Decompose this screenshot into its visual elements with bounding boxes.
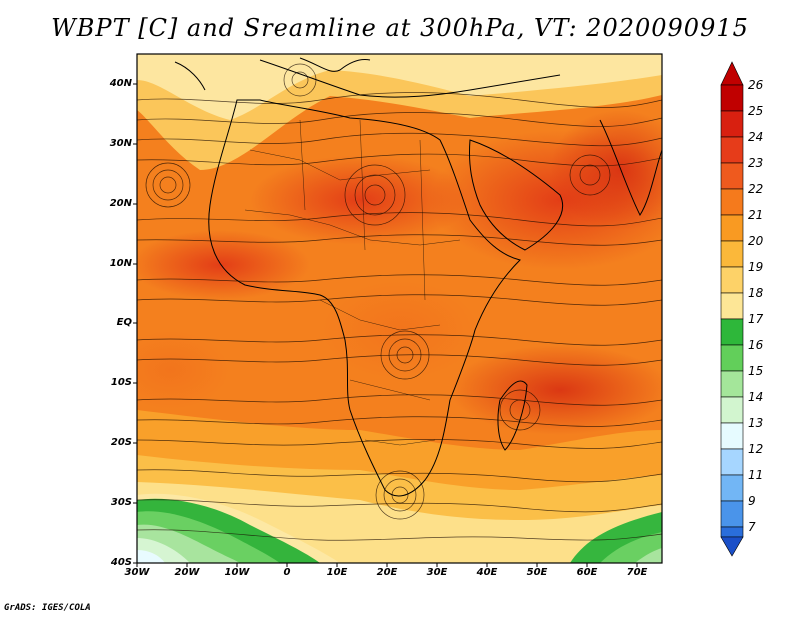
colorbar-label-24: 24 xyxy=(748,130,764,144)
colorbar-label-18: 18 xyxy=(748,286,764,300)
coastlines xyxy=(174,57,662,497)
country-borders xyxy=(244,119,461,446)
colorbar-label-13: 13 xyxy=(748,416,764,430)
colorbar-box-5 xyxy=(720,214,744,242)
colorbar-box-11 xyxy=(720,370,744,398)
colorbar-label-7: 7 xyxy=(748,520,756,534)
colorbar-label-20: 20 xyxy=(748,234,764,248)
colorbar xyxy=(720,61,744,557)
lat-label-20n: 20N xyxy=(109,198,132,209)
colorbar-label-21: 21 xyxy=(748,208,764,222)
colorbar-label-9: 9 xyxy=(748,494,756,508)
lat-label-40n: 40N xyxy=(109,78,132,89)
colorbar-label-22: 22 xyxy=(748,182,764,196)
colorbar-label-15: 15 xyxy=(748,364,764,378)
colorbar-box-14 xyxy=(720,448,744,476)
colorbar-label-19: 19 xyxy=(748,260,764,274)
colorbar-label-25: 25 xyxy=(748,104,764,118)
plot-frame xyxy=(136,53,663,564)
colorbar-label-26: 26 xyxy=(748,78,764,92)
lon-label-30e: 30E xyxy=(426,567,448,578)
colorbar-box-1 xyxy=(720,110,744,138)
axis-ticks xyxy=(133,83,638,567)
streamlines xyxy=(137,63,662,541)
colorbar-label-12: 12 xyxy=(748,442,764,456)
colorbar-box-7 xyxy=(720,266,744,294)
lat-label-40s: 40S xyxy=(110,557,132,568)
colorbar-label-17: 17 xyxy=(748,312,764,326)
colorbar-box-15 xyxy=(720,474,744,502)
lon-label-50e: 50E xyxy=(526,567,548,578)
lon-label-70e: 70E xyxy=(626,567,648,578)
lat-label-eq: EQ xyxy=(116,317,132,328)
lat-label-30s: 30S xyxy=(110,497,132,508)
colorbar-label-14: 14 xyxy=(748,390,764,404)
lat-label-10n: 10N xyxy=(109,258,132,269)
colorbar-box-12 xyxy=(720,396,744,424)
grads-credit: GrADS: IGES/COLA xyxy=(4,603,91,613)
lon-label-30w: 30W xyxy=(124,567,150,578)
colorbar-label-23: 23 xyxy=(748,156,764,170)
colorbar-box-6 xyxy=(720,240,744,268)
colorbar-box-8 xyxy=(720,292,744,320)
lon-label-0: 0 xyxy=(283,567,291,578)
colorbar-box-3 xyxy=(720,162,744,190)
colorbar-box-13 xyxy=(720,422,744,450)
colorbar-box-9 xyxy=(720,318,744,346)
colorbar-label-16: 16 xyxy=(748,338,764,352)
lon-label-60e: 60E xyxy=(576,567,598,578)
lat-label-10s: 10S xyxy=(110,377,132,388)
colorbar-label-11: 11 xyxy=(748,468,764,482)
lon-label-20w: 20W xyxy=(174,567,200,578)
colorbar-box-2 xyxy=(720,136,744,164)
wbpt-field xyxy=(137,54,662,563)
lon-label-10w: 10W xyxy=(224,567,250,578)
colorbar-box-4 xyxy=(720,188,744,216)
lon-label-10e: 10E xyxy=(326,567,348,578)
chart-title: WBPT [C] and Sreamline at 300hPa, VT: 20… xyxy=(51,14,749,42)
colorbar-top-arrow xyxy=(720,61,744,86)
colorbar-box-10 xyxy=(720,344,744,372)
colorbar-box-16 xyxy=(720,500,744,528)
lon-label-20e: 20E xyxy=(376,567,398,578)
colorbar-box-0 xyxy=(720,84,744,112)
lat-label-20s: 20S xyxy=(110,437,132,448)
colorbar-bottom-arrow xyxy=(720,536,744,557)
lon-label-40e: 40E xyxy=(476,567,498,578)
colorbar-box-17 xyxy=(720,526,744,538)
lat-label-30n: 30N xyxy=(109,138,132,149)
